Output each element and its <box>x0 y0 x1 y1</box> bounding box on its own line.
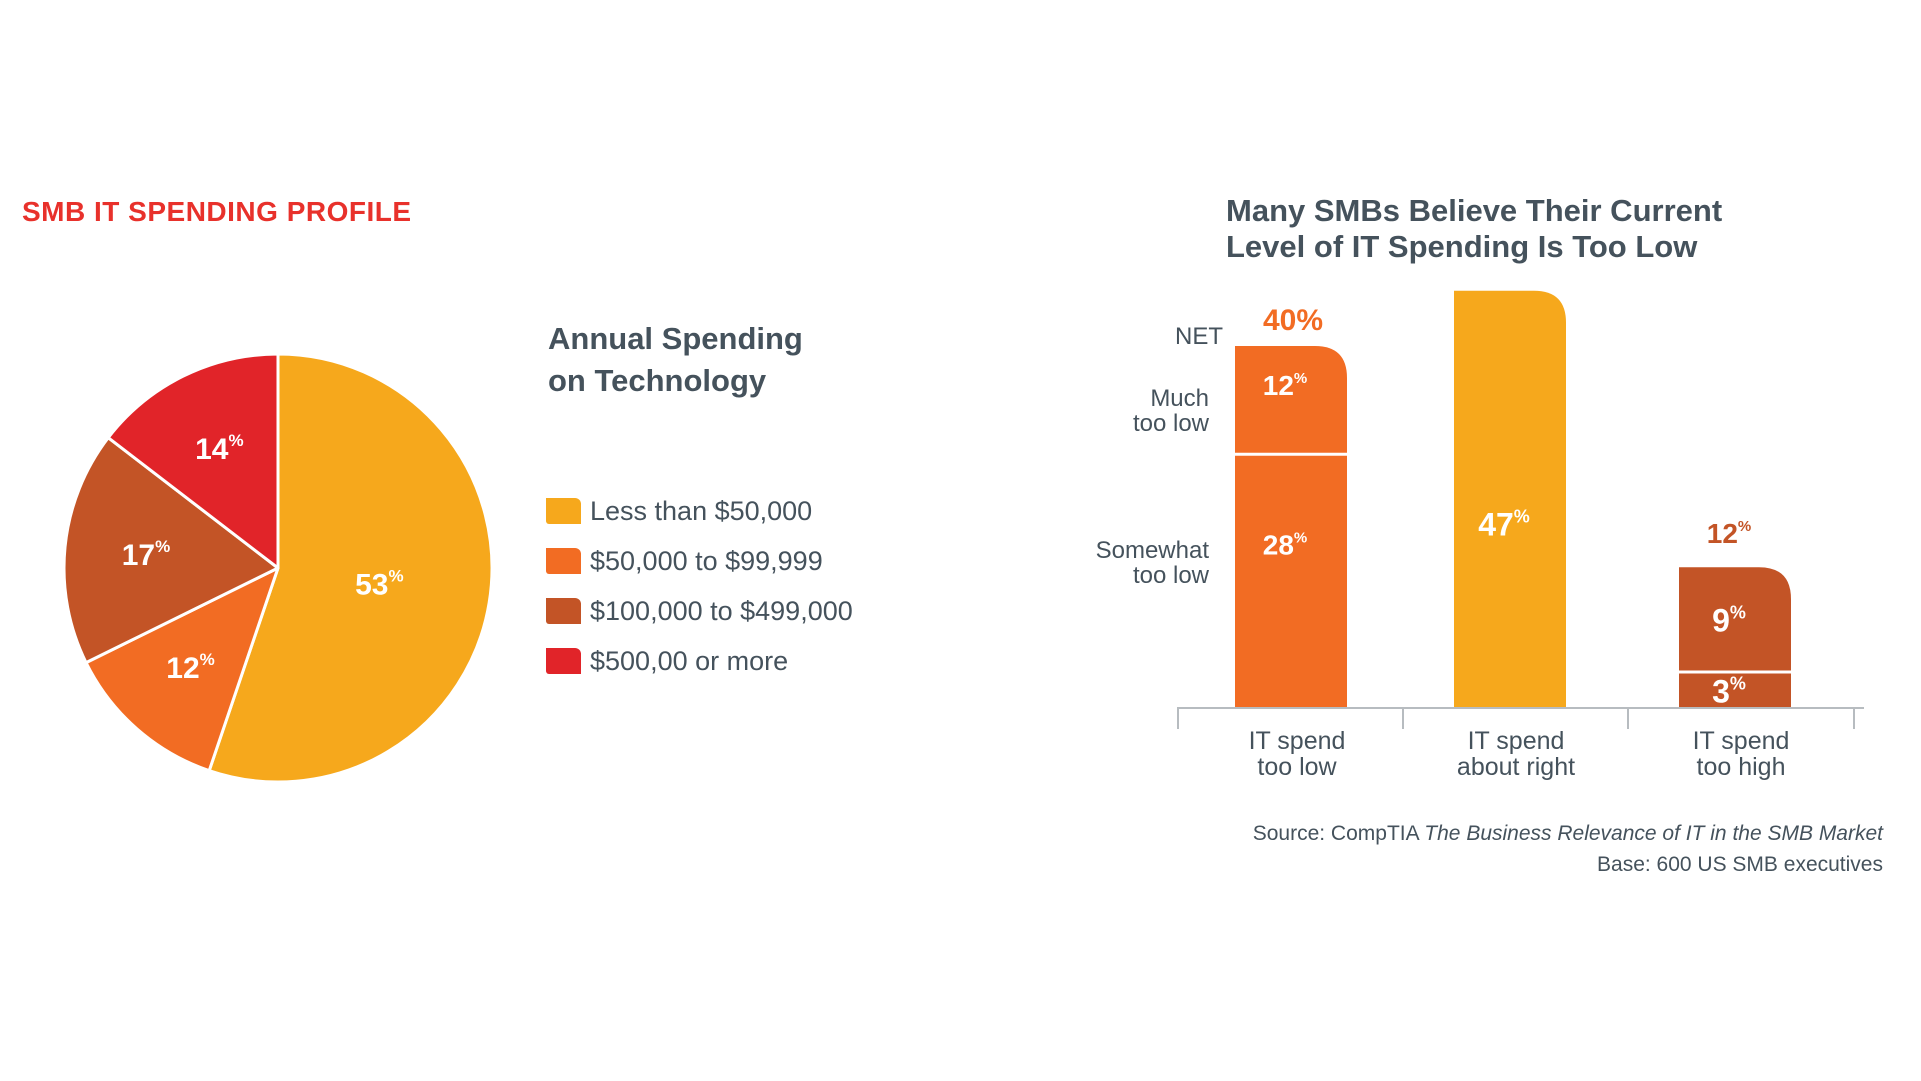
category-label-line2: about right <box>1456 753 1576 781</box>
bar-segment-label: 9% <box>1712 603 1746 639</box>
legend-label: $500,00 or more <box>590 645 789 676</box>
legend-label: $50,000 to $99,999 <box>590 545 823 576</box>
legend-swatch <box>546 598 581 624</box>
legend-title: Annual Spending on Technology <box>548 318 803 402</box>
bar-segment-label-percent-sign: % <box>1730 603 1746 623</box>
side-label-line2: too low <box>1132 562 1209 589</box>
category-label-line1: IT spend <box>1692 727 1790 755</box>
bar-segment-label-number: 9 <box>1712 603 1730 639</box>
category-label: IT spend too low <box>1187 728 1407 780</box>
legend-item: $50,000 to $99,999 <box>546 545 823 576</box>
legend-label: Less than $50,000 <box>590 495 813 526</box>
legend-swatch <box>546 548 581 574</box>
pie-slice-label: 17% <box>122 537 171 572</box>
pie-slice-label-number: 12 <box>166 652 199 685</box>
bar-segment-label: 3% <box>1712 674 1746 710</box>
pie-slice-label-number: 53 <box>355 569 388 602</box>
bar-total-label: 40% <box>1263 304 1323 337</box>
pie-slice-label: 14% <box>195 431 244 466</box>
legend-title-line1: Annual Spending <box>548 321 803 356</box>
bar <box>1235 346 1347 707</box>
legend-item: Less than $50,000 <box>546 495 813 526</box>
category-label-line2: too low <box>1257 753 1337 781</box>
bar-segment-label-percent-sign: % <box>1294 529 1307 546</box>
pie-slice-label-percent-sign: % <box>388 567 403 586</box>
source-line: Source: CompTIA The Business Relevance o… <box>1253 818 1883 849</box>
pie-slice <box>62 436 280 665</box>
pie-chart-title: SMB IT SPENDING PROFILE <box>22 196 412 227</box>
bar-segment-label-percent-sign: % <box>1730 674 1746 694</box>
bar-segment-label-percent-sign: % <box>1294 370 1307 387</box>
bar-segment-label-number: 28 <box>1263 529 1294 560</box>
pie-slice-label-percent-sign: % <box>200 650 215 669</box>
bar-total-label: 12% <box>1707 518 1752 549</box>
base-note: Base: 600 US SMB executives <box>1597 853 1883 876</box>
source-title: The Business Relevance of IT in the SMB … <box>1424 822 1883 845</box>
bar-segment-label-number: 47 <box>1478 507 1514 543</box>
category-label-line1: IT spend <box>1467 727 1565 755</box>
net-label: NET <box>1175 323 1223 350</box>
pie-slice <box>106 352 280 570</box>
pie-slice-label-percent-sign: % <box>228 431 243 450</box>
category-label: IT spend too high <box>1631 728 1851 780</box>
side-label-much-too-low: Much too low <box>1133 386 1209 436</box>
bar-chart: 12%28%40%47%9%3%12% <box>1177 290 1864 729</box>
bar-segment-label: 28% <box>1263 529 1308 560</box>
pie-chart: 53%12%17%14% <box>62 352 494 784</box>
legend-item: $500,00 or more <box>546 645 789 676</box>
pie-slice <box>207 352 494 784</box>
legend-label: $100,000 to $499,000 <box>590 595 853 626</box>
bar-chart-title: Many SMBs Believe Their Current Level of… <box>1226 193 1722 265</box>
source-prefix: Source: CompTIA <box>1252 822 1425 845</box>
bar-segment-label-percent-sign: % <box>1514 507 1530 527</box>
side-label-line2: too low <box>1132 410 1209 437</box>
pie-slice-label: 53% <box>355 567 404 602</box>
bar-segment-label: 47% <box>1478 507 1530 543</box>
pie-slice-label-percent-sign: % <box>155 537 170 556</box>
bar-chart-title-line2: Level of IT Spending Is Too Low <box>1226 229 1698 264</box>
legend-swatch <box>546 648 581 674</box>
bar-chart-title-line1: Many SMBs Believe Their Current <box>1226 193 1723 228</box>
pie-slice <box>84 566 280 773</box>
category-label: IT spend about right <box>1406 728 1626 780</box>
source-note: Source: CompTIA The Business Relevance o… <box>1253 818 1883 880</box>
pie-slice-label: 12% <box>166 650 215 685</box>
bar <box>1454 290 1566 707</box>
side-label-line1: Somewhat <box>1095 537 1209 564</box>
side-label-somewhat-too-low: Somewhat too low <box>1096 538 1209 588</box>
bar-segment-label-number: 3 <box>1712 674 1730 710</box>
bar-total-label-number: 12 <box>1707 518 1738 549</box>
bar-total-label-percent-sign: % <box>1738 518 1751 535</box>
side-label-line1: Much <box>1150 385 1209 412</box>
legend-swatch <box>546 498 581 524</box>
legend-item: $100,000 to $499,000 <box>546 595 853 626</box>
legend-title-line2: on Technology <box>548 363 767 398</box>
category-label-line2: too high <box>1696 753 1786 781</box>
pie-slice-label-number: 17 <box>122 539 155 572</box>
bar-segment-label: 12% <box>1263 370 1308 401</box>
bar-segment-label-number: 12 <box>1263 370 1294 401</box>
category-label-line1: IT spend <box>1248 727 1346 755</box>
pie-slice-label-number: 14 <box>195 433 229 466</box>
